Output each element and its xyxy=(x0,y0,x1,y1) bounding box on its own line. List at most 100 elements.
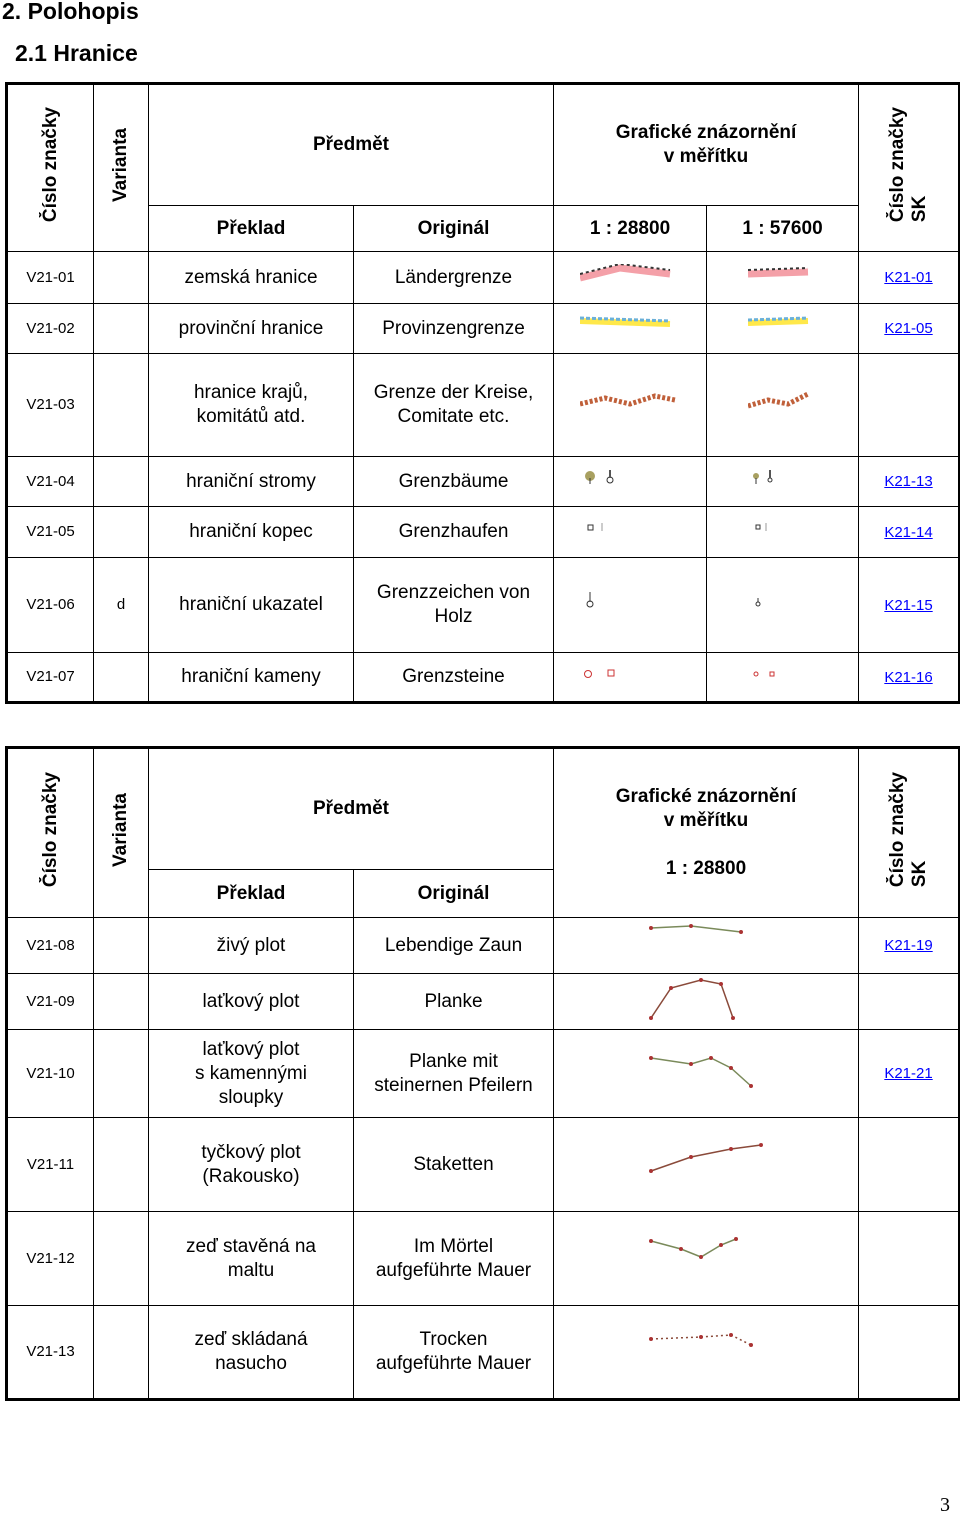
cell: Grenzsteine xyxy=(353,652,554,703)
cell xyxy=(93,1029,149,1118)
symbol-cell xyxy=(706,251,859,304)
row: V21-12 zeď stavěná na maltu Im Mörtel aufg… xyxy=(6,1211,960,1306)
table: Číslo značky Varianta Předmět Grafické znáz… xyxy=(5,746,960,1401)
header-cell: Překlad xyxy=(148,869,354,918)
row: V21-06 d hraniční ukazatel Grenzzeichen von… xyxy=(6,557,960,653)
symbol-cell xyxy=(553,1117,859,1212)
cell: K21-13 xyxy=(858,456,960,507)
map-symbol xyxy=(579,316,671,327)
section-heading: 2. Polohopis xyxy=(2,0,139,24)
cell: Grenze der Kreise, Comitate etc. xyxy=(353,353,554,457)
map-symbol xyxy=(649,1056,753,1088)
cell xyxy=(858,1305,960,1400)
map-symbol xyxy=(649,1143,763,1173)
cell: V21-08 xyxy=(6,917,94,974)
symbol-cell xyxy=(553,303,707,354)
symbol-cell xyxy=(553,1211,859,1306)
row: V21-09 laťkový plot Planke xyxy=(6,973,960,1030)
vertical-label: Číslo značky SK xyxy=(886,106,930,223)
cell xyxy=(93,1117,149,1212)
header-cell: Grafické znázornění v měřítku xyxy=(553,83,859,206)
cell: V21-05 xyxy=(6,506,94,558)
sk-link[interactable]: K21-14 xyxy=(884,523,933,541)
row: V21-04 hraniční stromy Grenzbäume K21-13 xyxy=(6,456,960,507)
map-symbol xyxy=(649,978,735,1020)
cell: V21-11 xyxy=(6,1117,94,1212)
row: V21-03 hranice krajů, komitátů atd. Grenze… xyxy=(6,353,960,457)
cell: Planke xyxy=(353,973,554,1030)
sk-link[interactable]: K21-05 xyxy=(884,320,933,337)
symbol-cell xyxy=(706,557,859,653)
sk-link[interactable]: K21-19 xyxy=(884,937,933,954)
cell: hranice krajů, komitátů atd. xyxy=(148,353,354,457)
cell xyxy=(93,973,149,1030)
cell: hraniční kopec xyxy=(148,506,354,558)
header-cell: Číslo značky xyxy=(6,83,94,252)
map-symbol xyxy=(755,597,760,606)
cell: Ländergrenze xyxy=(353,251,554,304)
header-cell: Originál xyxy=(353,205,554,252)
cell xyxy=(858,353,960,457)
table: Číslo značky Varianta Předmět Grafické znáz… xyxy=(5,82,960,704)
cell xyxy=(93,456,149,507)
map-symbol xyxy=(649,1332,753,1347)
row: V21-13 zeď skládaná nasucho Trocken aufgef… xyxy=(6,1305,960,1400)
cell: V21-13 xyxy=(6,1305,94,1400)
header-cell: Předmět xyxy=(148,83,554,206)
map-symbol xyxy=(586,591,594,607)
cell: V21-06 xyxy=(6,557,94,653)
map-symbol xyxy=(747,316,808,326)
symbol-cell xyxy=(553,251,707,304)
map-symbol xyxy=(747,267,808,278)
cell: Lebendige Zaun xyxy=(353,917,554,974)
vertical-label: Varianta xyxy=(110,127,131,202)
symbol-cell xyxy=(553,456,707,507)
cell: K21-14 xyxy=(858,506,960,558)
row: V21-02 provinční hranice Provinzengrenze K2… xyxy=(6,303,960,354)
cell xyxy=(93,917,149,974)
header-cell: 1 : 57600 xyxy=(706,205,859,252)
cell: V21-03 xyxy=(6,353,94,457)
symbol-cell xyxy=(706,652,859,703)
row: V21-11 tyčkový plot (Rakousko) Staketten xyxy=(6,1117,960,1212)
symbol-cell xyxy=(553,353,707,457)
cell xyxy=(93,1211,149,1306)
header-cell: Originál xyxy=(353,869,554,918)
cell: laťkový plot xyxy=(148,973,354,1030)
sk-link[interactable]: K21-15 xyxy=(884,596,933,614)
cell: Grenzzeichen von Holz xyxy=(353,557,554,653)
sk-link[interactable]: K21-21 xyxy=(884,1065,933,1082)
scale-label: 1 : 28800 xyxy=(665,858,747,879)
cell: živý plot xyxy=(148,917,354,974)
row: V21-08 živý plot Lebendige Zaun K21-19 xyxy=(6,917,960,974)
symbol-cell xyxy=(553,1029,859,1118)
sk-link[interactable]: K21-13 xyxy=(884,473,933,490)
header-cell: Číslo značky xyxy=(6,747,94,918)
cell: Trocken aufgeführte Mauer xyxy=(353,1305,554,1400)
header-cell: 1 : 28800 xyxy=(553,205,707,252)
map-symbol xyxy=(579,392,676,407)
map-symbol xyxy=(649,924,743,934)
cell xyxy=(93,251,149,304)
header-cell: Překlad xyxy=(148,205,354,252)
page-number: 3 xyxy=(940,1494,950,1516)
cell: V21-04 xyxy=(6,456,94,507)
map-symbol xyxy=(585,470,614,484)
cell xyxy=(858,1211,960,1306)
cell: V21-10 xyxy=(6,1029,94,1118)
header-cell: Varianta xyxy=(93,747,149,918)
cell xyxy=(93,1305,149,1400)
cell: K21-01 xyxy=(858,251,960,304)
cell: tyčkový plot (Rakousko) xyxy=(148,1117,354,1212)
map-symbol xyxy=(584,669,615,678)
row: V21-07 hraniční kameny Grenzsteine K21-16 xyxy=(6,652,960,703)
map-symbol xyxy=(753,671,774,676)
header-cell: Číslo značky SK xyxy=(858,83,960,252)
row: V21-05 hraniční kopec Grenzhaufen K21-14 xyxy=(6,506,960,558)
cell: provinční hranice xyxy=(148,303,354,354)
cell: zemská hranice xyxy=(148,251,354,304)
sk-link[interactable]: K21-01 xyxy=(884,269,933,286)
cell: Planke mit steinernen Pfeilern xyxy=(353,1029,554,1118)
sk-link[interactable]: K21-16 xyxy=(884,668,933,686)
